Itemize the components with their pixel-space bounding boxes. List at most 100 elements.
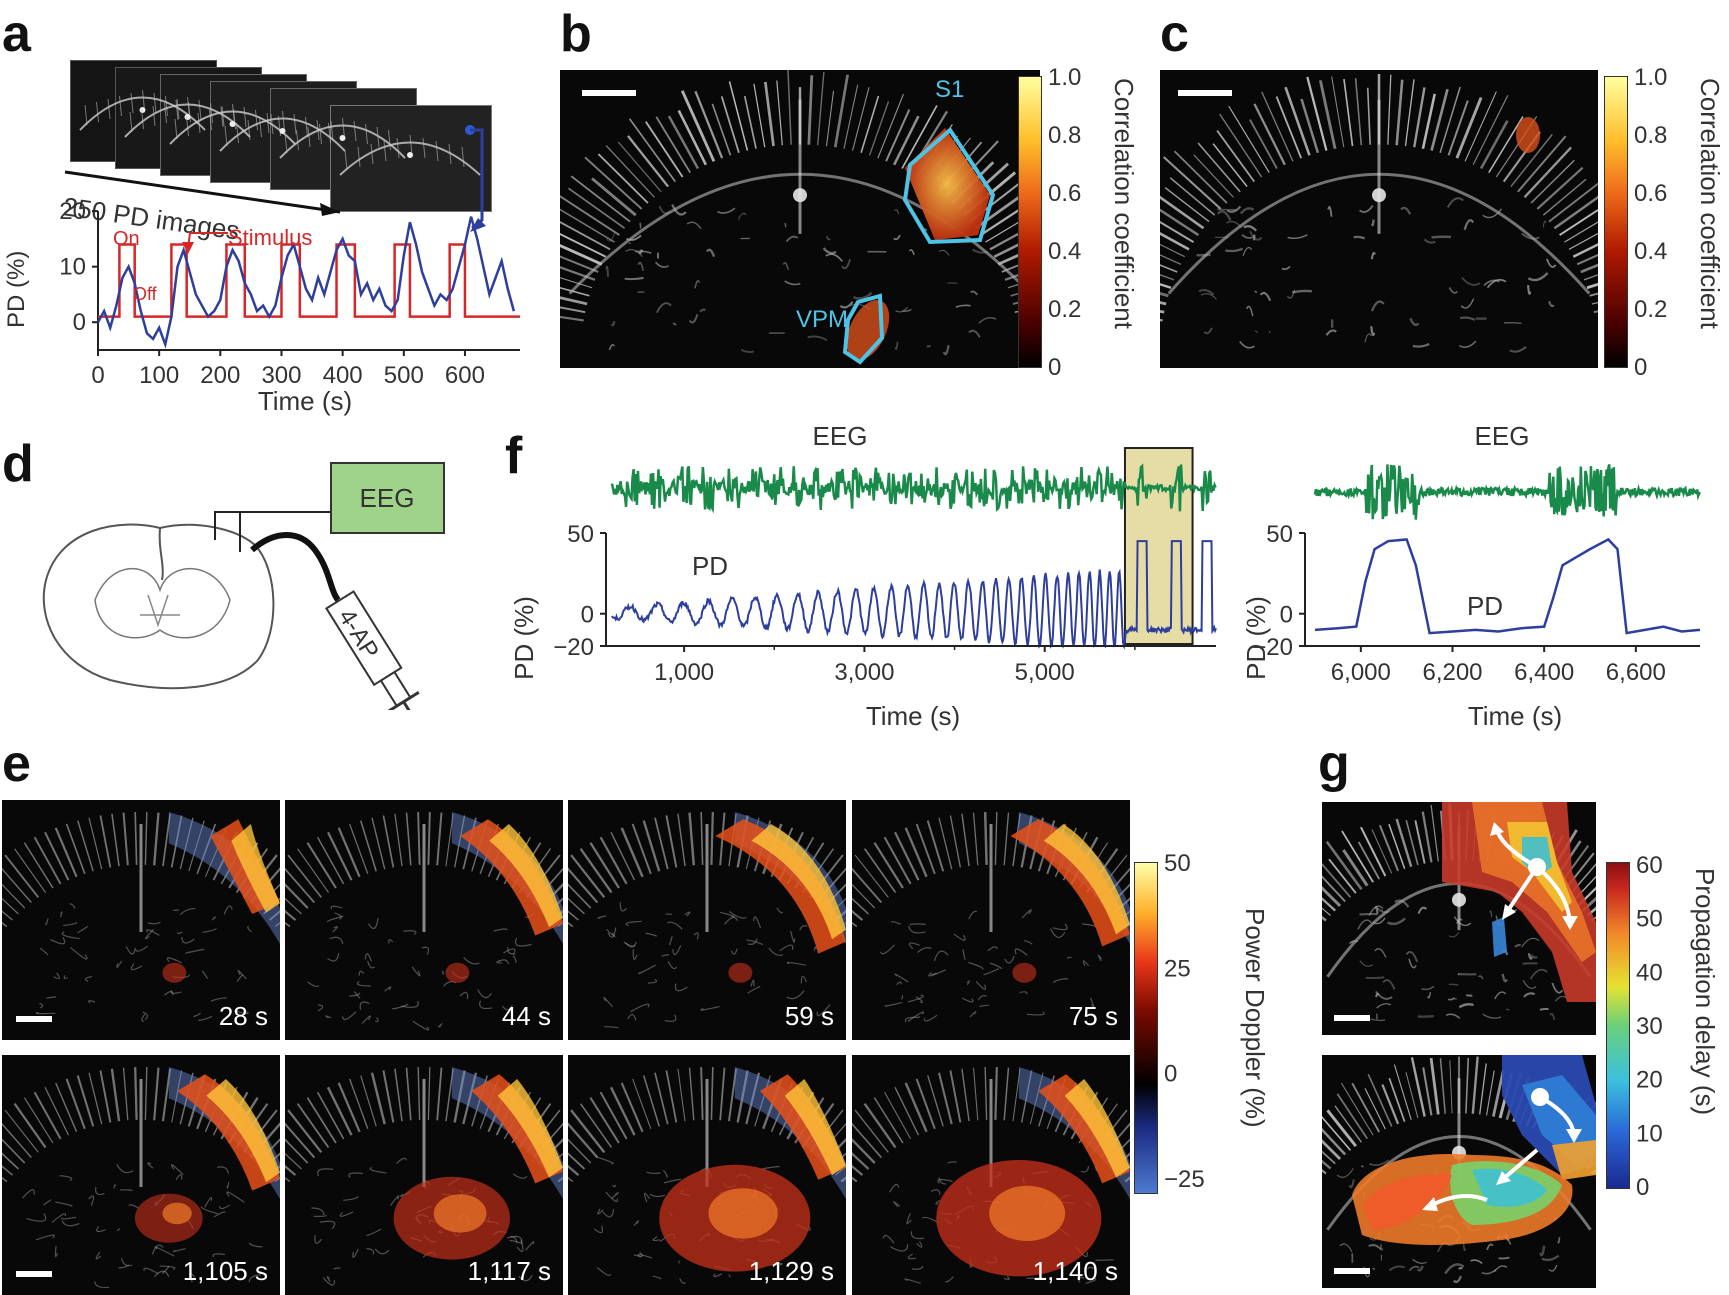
power-doppler-frame: 59 s <box>568 800 846 1040</box>
f-left-xtick-label: 5,000 <box>1015 659 1075 686</box>
panel-c-brain-image <box>1160 70 1598 368</box>
activation-overlay <box>134 1067 280 1243</box>
scale-bar <box>16 1016 52 1022</box>
roi-vpm-outline <box>842 293 885 365</box>
power-doppler-frame: 1,129 s <box>568 1055 846 1295</box>
a-xtick-label: 200 <box>200 362 240 389</box>
colorbar-tick-label: 0 <box>1048 354 1061 380</box>
panel-letter-a: a <box>2 5 31 63</box>
a-ytick-label: 20 <box>59 198 86 225</box>
activation-overlay <box>659 1067 846 1272</box>
a-ylabel: PD (%) <box>3 251 30 328</box>
a-xtick-label: 600 <box>445 362 485 389</box>
panel-b-colorbar-labels: 1.0 0.8 0.6 0.4 0.2 0 Correlation coefficient <box>1048 64 1139 380</box>
panel-g-brain-bottom <box>1322 1055 1596 1288</box>
colorbar-tick-label: 0 <box>1634 354 1647 380</box>
a-xtick-label: 500 <box>384 362 424 389</box>
series-stimulus <box>98 243 520 318</box>
colorbar-tick-label: 0 <box>1164 1061 1177 1088</box>
off-label: Off <box>133 284 158 304</box>
eeg-box-label: EEG <box>360 483 415 513</box>
activation-overlay <box>936 1067 1130 1277</box>
colorbar-tick-label: −25 <box>1164 1166 1205 1193</box>
colorbar-tick-label: 0 <box>1636 1174 1649 1201</box>
colorbar-tick-label: 0.2 <box>1048 296 1081 323</box>
f-eeg-label-left: EEG <box>813 421 868 451</box>
brain-section-outline <box>42 523 275 690</box>
panel-letter-b: b <box>560 5 592 63</box>
g-colorbar-label: Propagation delay (s) <box>1690 868 1720 1115</box>
power-doppler-frame: 1,117 s <box>285 1055 563 1295</box>
f-right-ytick-label: 0 <box>1280 602 1293 629</box>
frame-time-label: 75 s <box>1068 1001 1118 1031</box>
f-left-ytick-label: 50 <box>567 521 594 548</box>
correlation-overlay <box>842 126 996 365</box>
a-ytick-label: 0 <box>73 309 86 336</box>
frame-time-label: 1,140 s <box>1032 1256 1118 1286</box>
f-xlabel-right: Time (s) <box>1468 701 1562 731</box>
f-right-xtick-label: 6,200 <box>1422 659 1482 686</box>
frame-time-label: 1,129 s <box>748 1256 834 1286</box>
power-doppler-frame: 1,140 s <box>852 1055 1130 1295</box>
a-xtick-label: 400 <box>323 362 363 389</box>
scale-bar <box>582 90 636 96</box>
f-eeg-label-right: EEG <box>1475 421 1530 451</box>
panel-a: 250 PD images On Off Stimulus PD (%) Tim… <box>0 0 540 420</box>
stimulus-label: Stimulus <box>228 225 312 250</box>
panel-g-colorbar-labels: 60 50 40 30 20 10 0 Propagation delay (s) <box>1636 852 1720 1201</box>
panel-d-diagram: EEG 4-AP <box>42 462 445 710</box>
series-pd <box>96 216 516 349</box>
delay-overlay-top <box>1442 802 1596 1002</box>
activation-overlay <box>715 812 846 983</box>
f-xlabel-left: Time (s) <box>866 701 960 731</box>
colorbar-tick-label: 10 <box>1636 1120 1663 1147</box>
power-doppler-frame: 28 s <box>2 800 280 1040</box>
panel-b-colorbar <box>1018 76 1042 368</box>
activation-overlay <box>1010 812 1130 983</box>
f-right-pd-trace <box>1314 537 1701 635</box>
scale-bar <box>1178 90 1232 96</box>
panel-e-colorbar <box>1134 862 1158 1194</box>
colorbar-tick-label: 0.6 <box>1634 180 1667 207</box>
colorbar-tick-label: 0.4 <box>1048 238 1081 265</box>
colorbar-tick-label: 30 <box>1636 1013 1663 1040</box>
eeg-box <box>330 462 445 534</box>
brain-vessels <box>1160 73 1598 353</box>
f-left-xtick-label: 1,000 <box>654 659 714 686</box>
panel-g-colorbar <box>1606 862 1630 1189</box>
f-left-ytick-label: −20 <box>553 634 594 661</box>
f-ylabel-left: PD (%) <box>509 596 539 680</box>
scale-bar <box>16 1271 52 1277</box>
frame-time-label: 28 s <box>218 1001 268 1031</box>
panel-letter-g: g <box>1318 735 1350 793</box>
e-colorbar-label: Power Doppler (%) <box>1240 908 1270 1128</box>
frame-time-label: 59 s <box>784 1001 834 1031</box>
colorbar-tick-label: 25 <box>1164 955 1191 982</box>
a-xtick-label: 100 <box>139 362 179 389</box>
panel-f-chart: 50 0 −20 1,000 3,000 5,000 50 0 −20 6,000 6,200 6,… <box>509 421 1702 731</box>
panel-b-brain-image: S1 VPM <box>560 70 1040 368</box>
panel-letter-d: d <box>2 435 34 493</box>
panel-g-brain-top <box>1322 802 1596 1035</box>
roi-s1-label: S1 <box>935 76 965 103</box>
frame-time-label: 1,105 s <box>182 1256 268 1286</box>
panel-letter-f: f <box>505 427 523 485</box>
colorbar-tick-label: 0.2 <box>1634 296 1667 323</box>
stack-label: 250 PD images <box>61 191 241 245</box>
correlation-overlay <box>1516 117 1540 153</box>
roi-s1-outline <box>902 126 996 245</box>
colorbar-tick-label: 50 <box>1636 906 1663 933</box>
colorbar-tick-label: 20 <box>1636 1067 1663 1094</box>
f-right-ytick-label: −20 <box>1252 634 1293 661</box>
colorbar-tick-label: 0.8 <box>1048 122 1081 149</box>
f-left-pd-trace <box>611 540 1217 650</box>
panel-a-chart: 250 PD images On Off Stimulus PD (%) Tim… <box>3 89 520 416</box>
a-xtick-label: 300 <box>261 362 301 389</box>
f-ylabel-right: PD (%) <box>1241 596 1271 680</box>
panel-e-colorbar-labels: 50 25 0 −25 Power Doppler (%) <box>1164 850 1270 1193</box>
colorbar-tick-label: 50 <box>1164 850 1191 877</box>
f-pd-label-left: PD <box>692 551 728 581</box>
activation-overlay <box>393 1067 563 1260</box>
delay-overlay-bottom <box>1352 1055 1596 1245</box>
frame-time-label: 1,117 s <box>467 1256 551 1286</box>
